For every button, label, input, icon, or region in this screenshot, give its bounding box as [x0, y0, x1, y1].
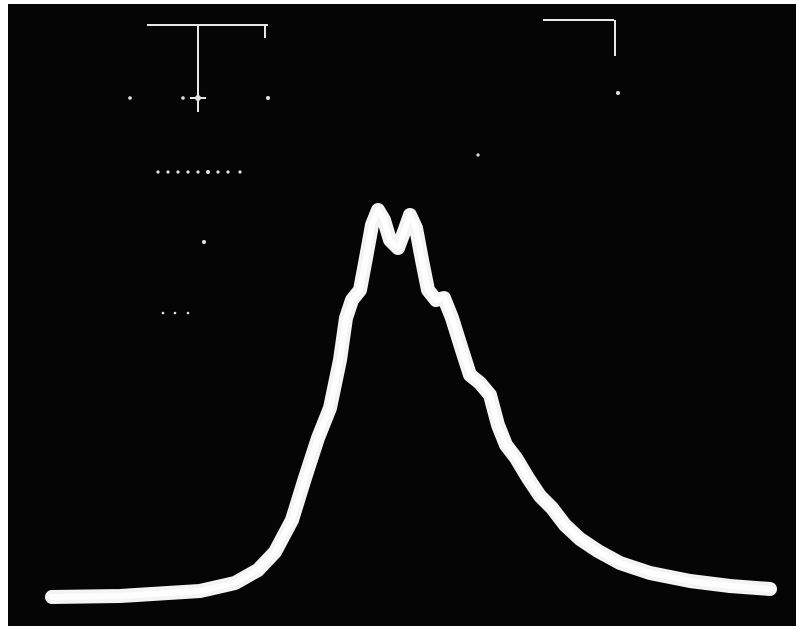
dot: [226, 170, 229, 173]
dot: [128, 96, 132, 100]
page: [0, 0, 801, 632]
dot: [196, 170, 199, 173]
screen-background: [8, 4, 796, 626]
dot: [162, 312, 165, 315]
dot: [181, 96, 185, 100]
dot: [616, 91, 620, 95]
dot: [156, 170, 159, 173]
dot: [266, 96, 270, 100]
dot: [186, 170, 189, 173]
dot: [216, 170, 219, 173]
dot: [238, 170, 241, 173]
dot: [187, 312, 190, 315]
oscilloscope-photo: [0, 0, 801, 632]
dot: [195, 95, 201, 101]
dot: [476, 153, 479, 156]
dot: [166, 170, 169, 173]
dot: [176, 170, 179, 173]
dot: [174, 312, 177, 315]
dot: [206, 170, 210, 174]
dot: [202, 240, 206, 244]
